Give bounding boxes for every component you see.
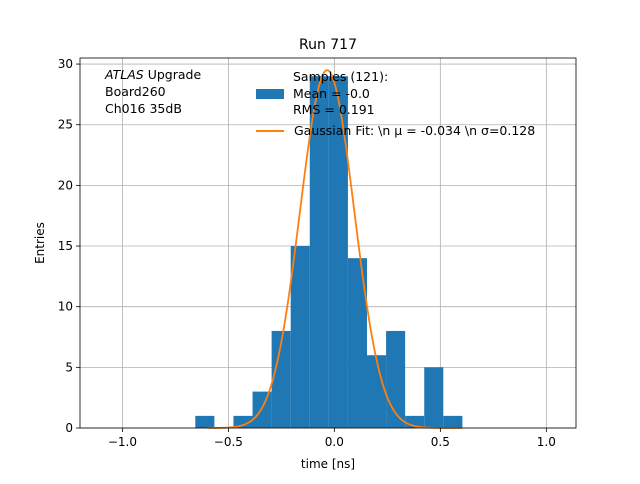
y-tick-label: 20 xyxy=(58,178,73,192)
histogram-bar xyxy=(443,415,463,428)
legend-histogram-line-3: RMS = 0.191 xyxy=(293,102,375,117)
x-tick-label: −0.5 xyxy=(214,435,243,449)
annotation-line-2: Board260 xyxy=(105,84,166,99)
histogram-bar xyxy=(252,391,272,428)
x-tick-label: −1.0 xyxy=(108,435,137,449)
x-axis-ticks: −1.0 −0.5 0.0 0.5 1.0 xyxy=(108,428,556,449)
histogram-bar xyxy=(290,246,310,428)
x-tick-label: 1.0 xyxy=(537,435,556,449)
legend-histogram-line-1: Samples (121): xyxy=(293,69,388,84)
y-tick-label: 5 xyxy=(65,360,73,374)
legend-fit-label: Gaussian Fit: \n μ = -0.034 \n σ=0.128 xyxy=(294,123,535,138)
gaussian-fit-curve xyxy=(207,69,462,429)
x-tick-label: 0.0 xyxy=(325,435,344,449)
atlas-annotation: ATLAS Upgrade Board260 Ch016 35dB xyxy=(104,67,201,116)
legend: Samples (121): Mean = -0.0 RMS = 0.191 G… xyxy=(256,69,535,138)
histogram-bar xyxy=(367,355,387,428)
axes-frame xyxy=(79,57,577,429)
y-tick-label: 15 xyxy=(58,239,73,253)
x-axis-label: time [ns] xyxy=(301,457,355,471)
y-axis-ticks: 0 5 10 15 20 25 30 xyxy=(58,57,80,435)
y-tick-label: 0 xyxy=(65,421,73,435)
chart-title: Run 717 xyxy=(299,37,357,53)
annotation-line-1: ATLAS Upgrade xyxy=(104,67,201,82)
histogram-bar xyxy=(271,330,291,428)
x-tick-label: 0.5 xyxy=(431,435,450,449)
y-tick-label: 10 xyxy=(58,300,73,314)
histogram-bars xyxy=(195,76,463,429)
histogram-bar xyxy=(233,415,253,428)
legend-histogram-swatch xyxy=(256,89,284,99)
histogram-bar xyxy=(424,367,444,428)
y-tick-label: 25 xyxy=(58,118,73,132)
annotation-atlas: ATLAS xyxy=(104,67,144,82)
gaussian-fit-line xyxy=(207,69,462,429)
histogram-bar xyxy=(347,258,368,428)
y-tick-label: 30 xyxy=(58,57,73,71)
histogram-bar xyxy=(195,415,215,428)
annotation-line-3: Ch016 35dB xyxy=(105,101,182,116)
annotation-upgrade: Upgrade xyxy=(144,67,202,82)
legend-histogram-line-2: Mean = -0.0 xyxy=(293,86,370,101)
histogram-bar xyxy=(309,76,329,429)
histogram-bar xyxy=(328,76,348,429)
y-axis-label: Entries xyxy=(33,222,47,264)
